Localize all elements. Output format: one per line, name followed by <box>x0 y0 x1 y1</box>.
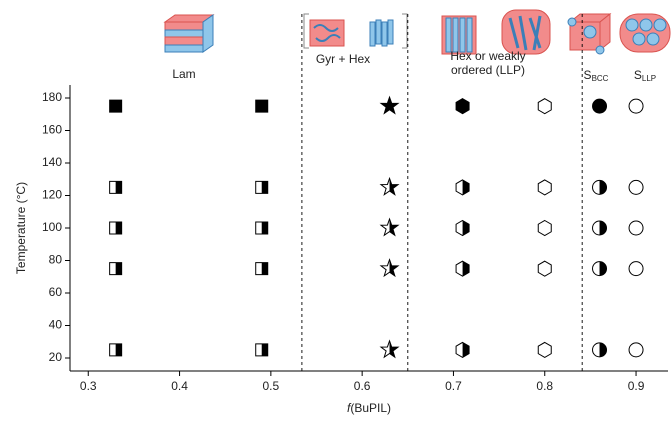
data-point <box>110 222 122 234</box>
data-point <box>381 260 398 276</box>
x-tick-label: 0.6 <box>354 379 371 393</box>
data-point <box>538 342 551 357</box>
region-label: ordered (LLP) <box>451 63 525 77</box>
y-tick-label: 80 <box>49 253 63 267</box>
data-point <box>629 262 643 276</box>
region-label: Lam <box>172 67 195 81</box>
marker-bg <box>110 100 122 112</box>
data-point <box>629 99 643 113</box>
region-label-text: S <box>634 68 642 82</box>
data-point <box>256 344 268 356</box>
data-point <box>110 263 122 275</box>
bcc-icon <box>568 14 610 54</box>
data-point <box>593 221 607 235</box>
marker-bg <box>256 100 268 112</box>
data-point <box>110 181 122 193</box>
phase-icons <box>165 10 670 54</box>
region-label: SBCC <box>584 68 609 83</box>
region-label: Gyr + Hex <box>316 52 370 66</box>
y-tick-label: 60 <box>49 285 63 299</box>
data-point <box>629 343 643 357</box>
data-point <box>629 221 643 235</box>
data-point <box>381 97 398 113</box>
region-label-text: Lam <box>172 67 195 81</box>
hex-llp-icon <box>442 10 550 54</box>
region-label-sub: LLP <box>642 74 656 83</box>
y-tick-label: 120 <box>42 188 62 202</box>
data-point <box>538 180 551 195</box>
data-point <box>256 263 268 275</box>
data-point <box>593 343 607 357</box>
y-tick-label: 40 <box>49 318 63 332</box>
data-point <box>256 100 268 112</box>
data-point <box>593 99 607 113</box>
data-point <box>456 342 469 357</box>
lam-icon <box>165 15 213 52</box>
data-point <box>381 219 398 235</box>
data-point <box>456 99 469 114</box>
region-label-text: Hex or weakly <box>450 49 525 63</box>
data-point <box>538 261 551 276</box>
data-point <box>110 100 122 112</box>
y-tick-label: 160 <box>42 123 62 137</box>
x-tick-label: 0.4 <box>171 379 188 393</box>
region-label-sub: BCC <box>592 74 609 83</box>
x-tick-label: 0.7 <box>445 379 462 393</box>
data-point <box>256 222 268 234</box>
x-axis-title-text: (BuPIL) <box>350 401 391 415</box>
y-tick-label: 100 <box>42 220 62 234</box>
data-point <box>110 344 122 356</box>
region-label-text: Gyr + Hex <box>316 52 370 66</box>
gyr-icon <box>310 20 344 46</box>
data-point <box>593 180 607 194</box>
x-tick-label: 0.3 <box>80 379 97 393</box>
data-point <box>381 341 398 357</box>
region-label-text: S <box>584 68 592 82</box>
region-label: Hex or weakly <box>450 49 525 63</box>
data-point <box>538 99 551 114</box>
llp-icon <box>620 14 670 52</box>
x-tick-label: 0.9 <box>628 379 645 393</box>
data-point <box>381 178 398 194</box>
y-tick-label: 180 <box>42 90 62 104</box>
x-axis-title: f(BuPIL) <box>347 401 391 415</box>
data-point <box>256 181 268 193</box>
data-point <box>629 180 643 194</box>
x-tick-label: 0.5 <box>263 379 280 393</box>
data-point <box>456 221 469 236</box>
data-point <box>538 221 551 236</box>
data-point <box>593 262 607 276</box>
y-tick-label: 20 <box>49 350 63 364</box>
data-point <box>456 261 469 276</box>
region-label: SLLP <box>634 68 656 83</box>
data-point <box>456 180 469 195</box>
x-tick-label: 0.8 <box>536 379 553 393</box>
hex-icon <box>370 20 393 46</box>
y-axis-title: Temperature (°C) <box>14 182 28 274</box>
y-tick-label: 140 <box>42 155 62 169</box>
chart: 0.3 0.4 0.5 0.6 0.7 0.8 0.9 20 40 60 80 100 120 140 16… <box>0 0 672 421</box>
